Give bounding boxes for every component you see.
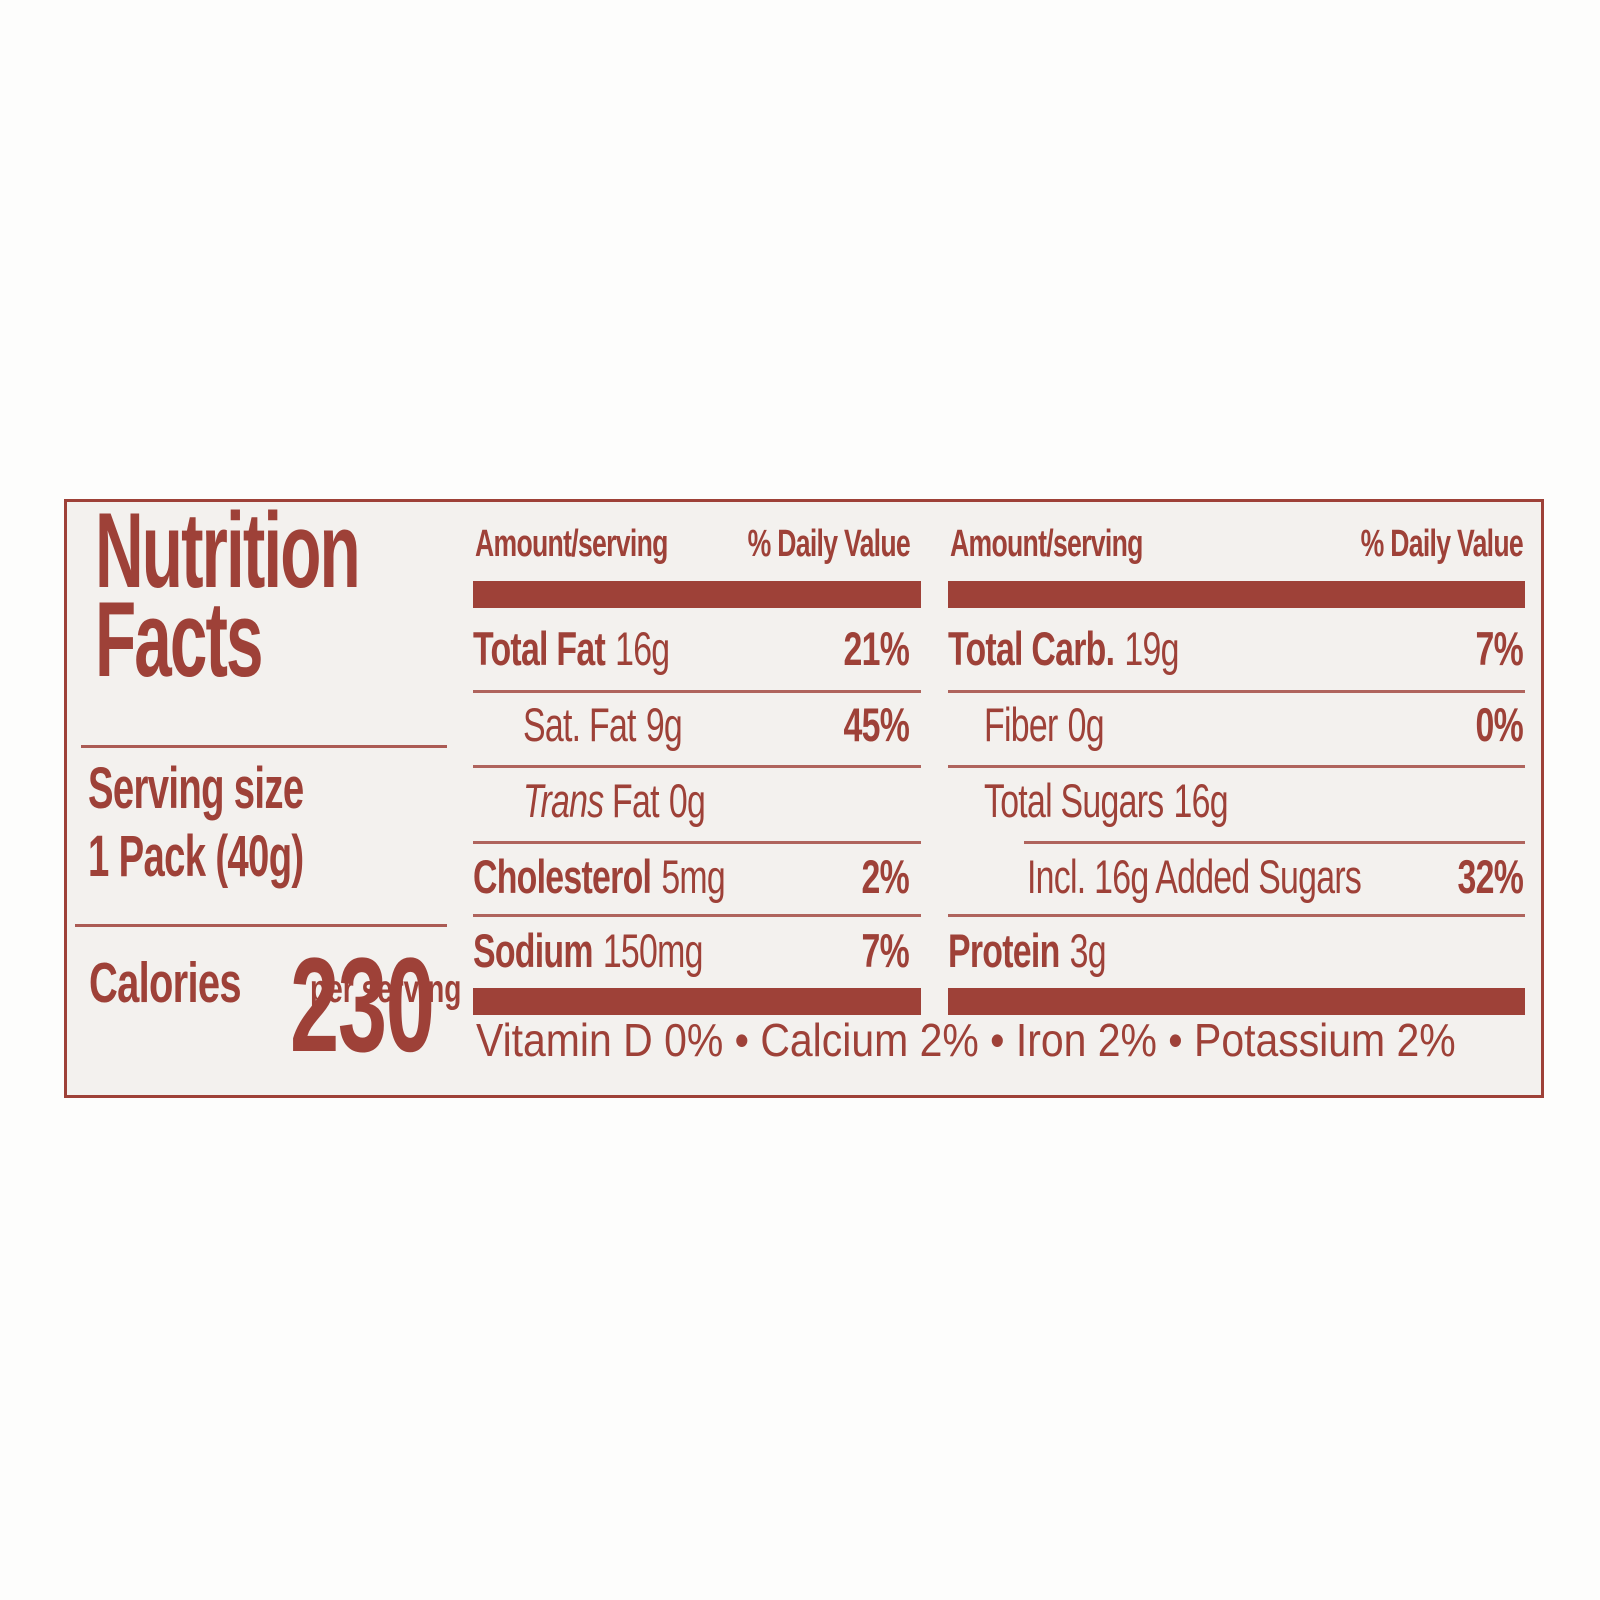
title-line2: Facts	[95, 579, 264, 699]
nutrient-amount: 150mg	[602, 924, 704, 977]
divider	[473, 690, 921, 693]
calories-value: 230	[290, 931, 435, 1080]
nutrient-column-right: Amount/serving % Daily Value Total Carb.…	[948, 502, 1525, 1095]
serving-size-value: 1 Pack (40g)	[88, 824, 304, 889]
nutrition-facts-label: Nutrition Facts Serving size 1 Pack (40g…	[64, 497, 1544, 1098]
thick-bar	[948, 988, 1525, 1015]
nutrient-daily-value: 32%	[1457, 850, 1523, 903]
nutrient-daily-value: 0%	[1475, 698, 1524, 751]
calories-sublabel: per serving	[310, 968, 462, 1011]
nutrient-row-fiber: Fiber 0g 0%	[948, 697, 1525, 755]
nutrient-row-added-sugars: Incl. 16g Added Sugars 32%	[948, 849, 1525, 907]
nutrient-row-cholesterol: Cholesterol 5mg 2%	[473, 849, 921, 907]
divider	[75, 924, 447, 927]
divider	[1024, 841, 1525, 844]
nutrient-daily-value: 7%	[1475, 622, 1524, 675]
daily-value-header: % Daily Value	[747, 523, 911, 565]
thick-bar	[473, 581, 921, 608]
divider	[948, 690, 1525, 693]
title-line1: Nutrition	[95, 490, 361, 610]
calories-block: Calories per serving	[89, 953, 521, 1013]
nutrient-name: Cholesterol	[473, 850, 652, 903]
nutrient-name-italic: Trans	[523, 774, 604, 827]
nutrient-amount: 0g	[1067, 698, 1105, 751]
divider	[948, 765, 1525, 768]
thick-bar	[473, 988, 921, 1015]
divider	[473, 841, 921, 844]
nutrient-name: Total Sugars	[984, 774, 1164, 827]
divider	[473, 765, 921, 768]
nutrient-row-protein: Protein 3g	[948, 923, 1525, 981]
daily-value-header: % Daily Value	[1360, 523, 1524, 565]
nutrient-name: Total Carb.	[948, 622, 1115, 675]
nutrient-row-total-sugars: Total Sugars 16g	[948, 773, 1525, 831]
amount-serving-header: Amount/serving	[950, 523, 1143, 565]
serving-size-label: Serving size	[88, 756, 304, 821]
nutrient-name: Fiber	[984, 698, 1058, 751]
nutrient-row-total-carb: Total Carb. 19g 7%	[948, 621, 1525, 679]
nutrient-daily-value: 45%	[843, 698, 909, 751]
amount-serving-header: Amount/serving	[475, 523, 668, 565]
nutrient-amount: 0g	[668, 774, 706, 827]
nutrient-amount: 19g	[1124, 622, 1179, 675]
nutrient-name: Incl. 16g Added Sugars	[1027, 850, 1362, 903]
nutrient-amount: 5mg	[661, 850, 725, 903]
micronutrients-line: Vitamin D 0% • Calcium 2% • Iron 2% • Po…	[476, 1014, 1456, 1066]
calories-label: Calories	[89, 951, 242, 1015]
serving-size: Serving size 1 Pack (40g)	[88, 755, 304, 891]
nutrient-amount: 16g	[615, 622, 670, 675]
nutrient-name: Sat. Fat	[523, 698, 636, 751]
nutrient-column-left: Amount/serving % Daily Value Total Fat 16…	[473, 502, 921, 1095]
nutrient-daily-value: 7%	[861, 924, 910, 977]
divider	[473, 914, 921, 917]
nutrient-name: Fat	[612, 774, 659, 827]
nutrient-amount: 9g	[645, 698, 683, 751]
nutrient-name: Sodium	[473, 924, 593, 977]
divider	[81, 745, 447, 748]
nutrient-amount: 16g	[1173, 774, 1229, 827]
nutrient-row-total-fat: Total Fat 16g 21%	[473, 621, 921, 679]
thick-bar	[948, 581, 1525, 608]
nutrient-name: Total Fat	[473, 622, 606, 675]
nutrient-daily-value: 21%	[843, 622, 909, 675]
nutrition-facts-title: Nutrition Facts	[95, 497, 361, 693]
nutrient-daily-value: 2%	[861, 850, 910, 903]
nutrient-amount: 3g	[1069, 924, 1107, 977]
nutrient-name: Protein	[948, 924, 1060, 977]
nutrient-row-sat-fat: Sat. Fat 9g 45%	[473, 697, 921, 755]
nutrient-row-sodium: Sodium 150mg 7%	[473, 923, 921, 981]
nutrient-row-trans-fat: Trans Fat 0g	[473, 773, 921, 831]
divider	[948, 914, 1525, 917]
